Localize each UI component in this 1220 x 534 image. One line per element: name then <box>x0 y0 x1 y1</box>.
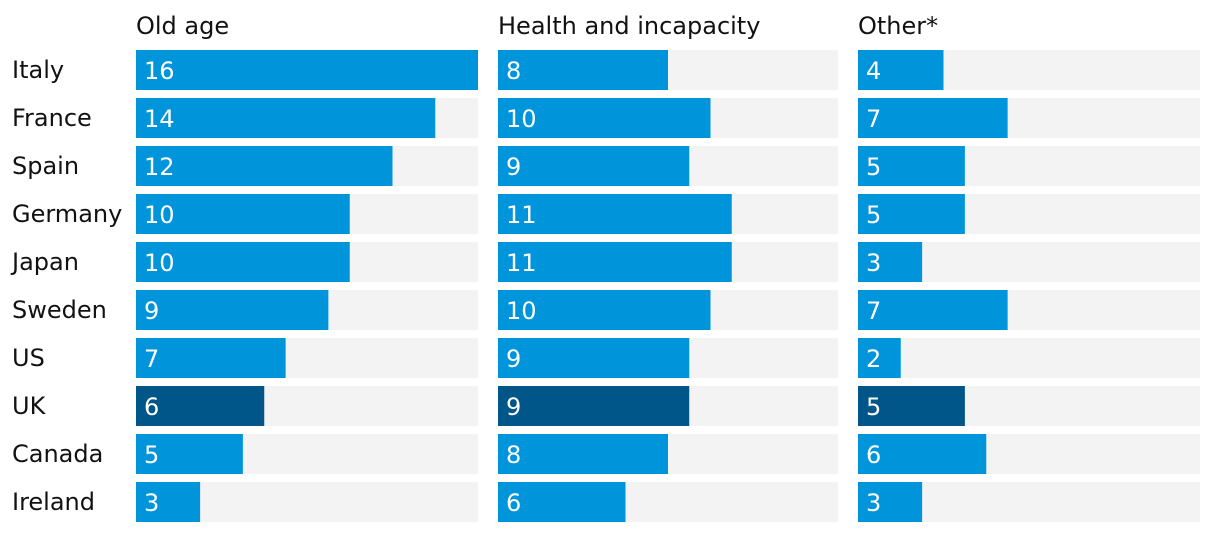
value-label-other-us: 2 <box>866 345 881 373</box>
value-label-old-age-spain: 12 <box>144 153 175 181</box>
bar-other-ireland <box>858 482 923 522</box>
country-label-sweden: Sweden <box>12 296 107 324</box>
value-label-health-and-incapacity-spain: 9 <box>506 153 521 181</box>
value-label-health-and-incapacity-sweden: 10 <box>506 297 537 325</box>
country-label-uk: UK <box>12 392 47 420</box>
value-label-health-and-incapacity-italy: 8 <box>506 57 521 85</box>
country-label-italy: Italy <box>12 56 64 84</box>
bar-old-age-germany <box>136 194 350 234</box>
value-label-old-age-sweden: 9 <box>144 297 159 325</box>
value-label-old-age-france: 14 <box>144 105 175 133</box>
value-label-health-and-incapacity-ireland: 6 <box>506 489 521 517</box>
country-label-canada: Canada <box>12 440 103 468</box>
bar-health-and-incapacity-france <box>498 98 711 138</box>
bar-health-and-incapacity-japan <box>498 242 732 282</box>
value-label-health-and-incapacity-canada: 8 <box>506 441 521 469</box>
bar-other-france <box>858 98 1008 138</box>
value-label-old-age-ireland: 3 <box>144 489 159 517</box>
bar-health-and-incapacity-germany <box>498 194 732 234</box>
bar-health-and-incapacity-uk <box>498 386 690 426</box>
value-label-other-sweden: 7 <box>866 297 881 325</box>
bar-old-age-japan <box>136 242 350 282</box>
value-label-other-japan: 3 <box>866 249 881 277</box>
value-label-other-spain: 5 <box>866 153 881 181</box>
bar-health-and-incapacity-canada <box>498 434 668 474</box>
value-label-old-age-italy: 16 <box>144 57 175 85</box>
bar-old-age-us <box>136 338 286 378</box>
value-label-old-age-germany: 10 <box>144 201 175 229</box>
value-label-old-age-us: 7 <box>144 345 159 373</box>
value-label-health-and-incapacity-uk: 9 <box>506 393 521 421</box>
value-label-health-and-incapacity-france: 10 <box>506 105 537 133</box>
bar-health-and-incapacity-italy <box>498 50 668 90</box>
country-label-france: France <box>12 104 92 132</box>
value-label-other-france: 7 <box>866 105 881 133</box>
value-label-other-ireland: 3 <box>866 489 881 517</box>
value-label-health-and-incapacity-us: 9 <box>506 345 521 373</box>
bar-health-and-incapacity-spain <box>498 146 690 186</box>
bar-other-uk <box>858 386 965 426</box>
value-label-other-uk: 5 <box>866 393 881 421</box>
bar-old-age-spain <box>136 146 393 186</box>
bar-health-and-incapacity-us <box>498 338 690 378</box>
panel-title-health-and-incapacity: Health and incapacity <box>498 12 760 40</box>
bar-other-canada <box>858 434 987 474</box>
country-label-spain: Spain <box>12 152 79 180</box>
value-label-health-and-incapacity-germany: 11 <box>506 201 537 229</box>
value-label-other-germany: 5 <box>866 201 881 229</box>
country-label-japan: Japan <box>10 248 79 276</box>
value-label-other-italy: 4 <box>866 57 881 85</box>
value-label-old-age-japan: 10 <box>144 249 175 277</box>
bar-other-spain <box>858 146 965 186</box>
bar-old-age-uk <box>136 386 265 426</box>
bar-health-and-incapacity-ireland <box>498 482 626 522</box>
bar-old-age-france <box>136 98 436 138</box>
value-label-health-and-incapacity-japan: 11 <box>506 249 537 277</box>
bar-other-italy <box>858 50 944 90</box>
bar-other-germany <box>858 194 965 234</box>
bar-other-japan <box>858 242 923 282</box>
panel-title-old-age: Old age <box>136 12 229 40</box>
panel-title-other: Other* <box>858 12 938 40</box>
bar-old-age-sweden <box>136 290 329 330</box>
value-label-old-age-uk: 6 <box>144 393 159 421</box>
value-label-old-age-canada: 5 <box>144 441 159 469</box>
bar-track-other-us <box>858 338 1200 378</box>
country-label-ireland: Ireland <box>12 488 95 516</box>
country-label-us: US <box>12 344 45 372</box>
bar-other-us <box>858 338 901 378</box>
bar-old-age-italy <box>136 50 478 90</box>
bar-health-and-incapacity-sweden <box>498 290 711 330</box>
bar-old-age-canada <box>136 434 243 474</box>
bar-old-age-ireland <box>136 482 201 522</box>
bar-other-sweden <box>858 290 1008 330</box>
value-label-other-canada: 6 <box>866 441 881 469</box>
country-label-germany: Germany <box>12 200 122 228</box>
